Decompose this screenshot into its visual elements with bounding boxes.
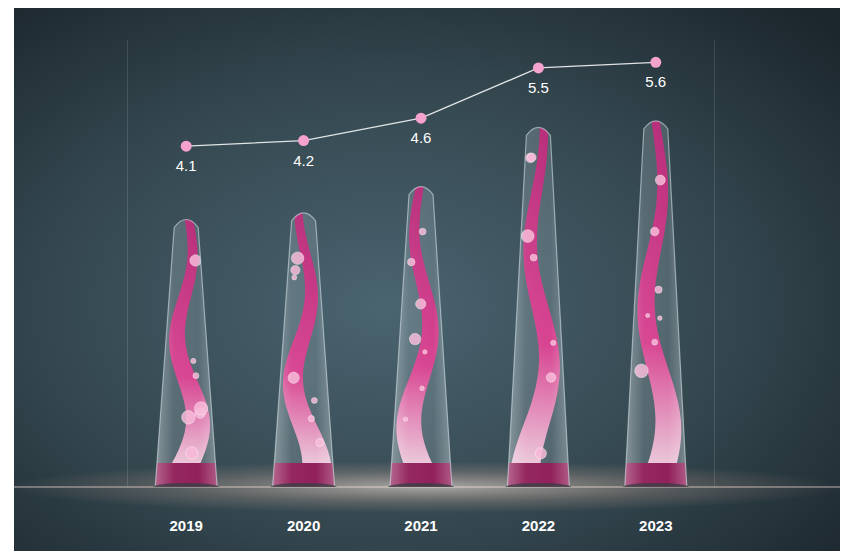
lamp — [623, 109, 689, 487]
line-point — [533, 62, 544, 73]
line-point — [181, 141, 192, 152]
data-label: 5.5 — [528, 79, 549, 96]
lamp-inner — [390, 175, 452, 487]
data-label: 4.1 — [176, 157, 197, 174]
x-tick-label: 2020 — [287, 517, 320, 534]
lamp-bar — [625, 121, 687, 487]
data-label: 4.2 — [293, 152, 314, 169]
data-label: 4.6 — [411, 129, 432, 146]
line-point — [650, 57, 661, 68]
lamp-bar — [390, 187, 452, 487]
chart-root: 4.1 4.2 4.6 5.5 5.6 2019 2020 2021 2022 2023 — [0, 0, 852, 559]
lamp-inner — [273, 201, 335, 487]
lamp — [505, 115, 571, 487]
lamp-bar — [507, 127, 569, 487]
y-axis-line — [127, 40, 128, 487]
lamp-base — [153, 483, 219, 487]
lamp-inner — [625, 109, 687, 487]
lamp-bar — [273, 213, 335, 487]
labels: 4.1 4.2 4.6 5.5 5.6 2019 2020 2021 2022 2023 — [170, 73, 673, 534]
lamp-fluid — [273, 201, 335, 487]
chart: 4.1 4.2 4.6 5.5 5.6 2019 2020 2021 2022 2023 — [0, 0, 852, 559]
lamp-base — [271, 483, 337, 487]
lamp-inner — [155, 207, 217, 487]
x-tick-label: 2022 — [522, 517, 555, 534]
lamp-base — [388, 483, 454, 487]
lamp-bar — [155, 219, 217, 487]
line — [186, 62, 656, 146]
lamp-fluid — [155, 207, 217, 487]
lamp — [271, 201, 337, 487]
data-label: 5.6 — [645, 73, 666, 90]
x-tick-label: 2019 — [170, 517, 203, 534]
x-tick-label: 2023 — [639, 517, 672, 534]
x-tick-label: 2021 — [404, 517, 437, 534]
lamp-inner — [507, 115, 569, 487]
line-point — [416, 113, 427, 124]
y2-axis-line — [714, 40, 715, 487]
lamp — [388, 175, 454, 487]
line-point — [298, 135, 309, 146]
lamp — [153, 207, 219, 487]
page-bg — [0, 0, 852, 559]
data-group — [153, 57, 689, 487]
lamp-fluid — [390, 175, 452, 487]
lamp-fluid — [507, 115, 569, 487]
lamp-base — [505, 483, 571, 487]
lamp-fluid — [625, 109, 687, 487]
lamp-base — [623, 483, 689, 487]
